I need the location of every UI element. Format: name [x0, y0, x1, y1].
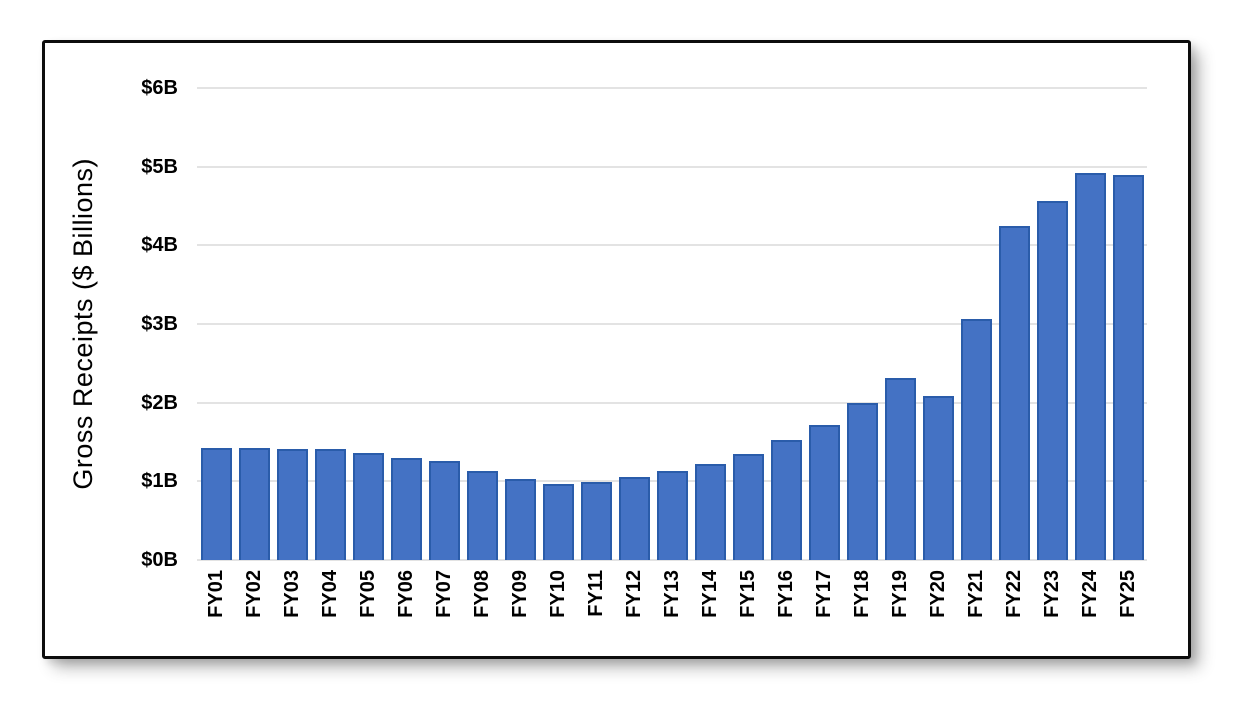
- x-tick-label: FY21: [964, 570, 987, 618]
- bar-fy10: [542, 483, 574, 560]
- x-tick: FY12: [615, 570, 653, 632]
- x-tick: FY06: [387, 570, 425, 632]
- y-tick-label: $2B: [141, 391, 178, 414]
- x-tick: FY20: [919, 570, 957, 632]
- x-tick: FY02: [235, 570, 273, 632]
- x-tick: FY10: [539, 570, 577, 632]
- x-tick: FY09: [501, 570, 539, 632]
- gridline: [197, 401, 1147, 404]
- x-tick-label: FY13: [660, 570, 683, 618]
- bar-fy13: [656, 471, 688, 560]
- bar-fy17: [808, 425, 840, 560]
- x-tick: FY14: [691, 570, 729, 632]
- x-tick-label: FY19: [888, 570, 911, 618]
- y-tick-label: $4B: [141, 234, 178, 257]
- x-tick: FY23: [1033, 570, 1071, 632]
- bar-fy08: [466, 471, 498, 560]
- gridline: [197, 244, 1147, 247]
- x-tick-label: FY14: [698, 570, 721, 618]
- x-tick: FY03: [273, 570, 311, 632]
- x-tick-label: FY23: [1040, 570, 1063, 618]
- x-tick: FY01: [197, 570, 235, 632]
- bar-fy20: [922, 396, 954, 560]
- bar-fy06: [390, 457, 422, 560]
- x-tick: FY16: [767, 570, 805, 632]
- x-tick: FY21: [957, 570, 995, 632]
- x-tick: FY04: [311, 570, 349, 632]
- bar-fy16: [770, 440, 802, 560]
- x-tick-label: FY02: [242, 570, 265, 618]
- bar-fy25: [1112, 175, 1144, 560]
- bar-fy02: [238, 448, 270, 560]
- x-tick-label: FY09: [508, 570, 531, 618]
- y-tick-label: $1B: [141, 470, 178, 493]
- x-tick-label: FY17: [812, 570, 835, 618]
- x-tick-label: FY10: [546, 570, 569, 618]
- bar-fy04: [314, 449, 346, 560]
- x-tick-label: FY01: [204, 570, 227, 618]
- gridline: [197, 165, 1147, 168]
- x-tick: FY11: [577, 570, 615, 632]
- x-tick-label: FY06: [394, 570, 417, 618]
- x-tick-label: FY15: [736, 570, 759, 618]
- x-tick-label: FY16: [774, 570, 797, 618]
- x-tick: FY05: [349, 570, 387, 632]
- x-tick-label: FY12: [622, 570, 645, 618]
- x-tick-label: FY11: [584, 570, 607, 617]
- x-tick-label: FY25: [1116, 570, 1139, 618]
- bar-fy19: [884, 377, 916, 560]
- x-tick-label: FY08: [470, 570, 493, 618]
- x-tick-label: FY07: [432, 570, 455, 618]
- x-tick: FY18: [843, 570, 881, 632]
- y-tick-label: $5B: [141, 155, 178, 178]
- x-tick: FY15: [729, 570, 767, 632]
- bar-fy11: [580, 482, 612, 560]
- bar-fy05: [352, 453, 384, 560]
- x-tick: FY08: [463, 570, 501, 632]
- y-tick-label: $3B: [141, 313, 178, 335]
- x-tick-label: FY18: [850, 570, 873, 618]
- x-tick-label: FY05: [356, 570, 379, 618]
- gridline: [197, 87, 1147, 89]
- chart-frame: Gross Receipts ($ Billions) $0B $1B $2B $3B…: [42, 40, 1191, 659]
- bar-fy12: [618, 476, 650, 560]
- bar-fy23: [1036, 201, 1068, 560]
- gridline: [197, 559, 1147, 561]
- x-tick: FY19: [881, 570, 919, 632]
- x-tick: FY22: [995, 570, 1033, 632]
- plot-area: [197, 87, 1147, 561]
- y-tick-label: $6B: [141, 77, 178, 99]
- x-tick: FY25: [1109, 570, 1147, 632]
- bar-fy18: [846, 402, 878, 560]
- x-tick-label: FY03: [280, 570, 303, 618]
- x-tick: FY13: [653, 570, 691, 632]
- y-axis-title-text: Gross Receipts ($ Billions): [67, 158, 98, 490]
- y-axis-title: Gross Receipts ($ Billions): [61, 88, 105, 560]
- bar-fy14: [694, 464, 726, 560]
- bar-fy09: [504, 478, 536, 560]
- x-tick-label: FY22: [1002, 570, 1025, 618]
- bar-fy03: [276, 449, 308, 560]
- x-tick-label: FY04: [318, 570, 341, 618]
- x-tick-label: FY24: [1078, 570, 1101, 618]
- bar-fy01: [200, 448, 232, 560]
- bar-fy22: [998, 226, 1030, 560]
- x-tick: FY24: [1071, 570, 1109, 632]
- x-tick-label: FY20: [926, 570, 949, 618]
- bar-fy15: [732, 453, 764, 560]
- x-tick: FY17: [805, 570, 843, 632]
- bar-fy07: [428, 460, 460, 560]
- y-tick-label: $0B: [141, 549, 178, 571]
- bar-fy24: [1074, 172, 1106, 560]
- x-tick: FY07: [425, 570, 463, 632]
- gridline: [197, 323, 1147, 325]
- bar-fy21: [960, 319, 992, 560]
